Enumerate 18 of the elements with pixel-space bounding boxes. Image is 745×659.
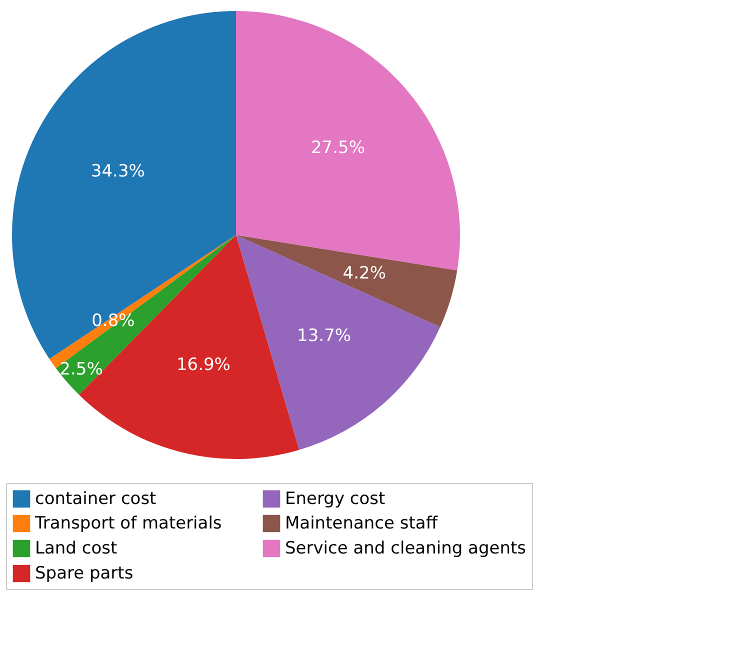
pie-slice xyxy=(236,235,458,327)
legend-label: Energy cost xyxy=(285,488,386,509)
pie-slice xyxy=(12,11,236,359)
data-label: 27.5% xyxy=(310,138,365,158)
data-label: 13.7% xyxy=(297,326,352,346)
legend-label: Spare parts xyxy=(35,564,134,584)
pie-slice xyxy=(56,235,236,395)
legend-label: Transport of materials xyxy=(34,514,222,534)
legend-label: Service and cleaning agents xyxy=(285,538,526,558)
pie-slice xyxy=(236,235,440,450)
legend-label: container cost xyxy=(35,488,157,509)
legend-label: Maintenance staff xyxy=(285,514,439,534)
data-label: 4.2% xyxy=(342,263,386,284)
data-label: 34.3% xyxy=(90,162,145,182)
legend-label: Land cost xyxy=(35,538,118,558)
data-label: 16.9% xyxy=(176,354,230,375)
data-label: 0.8% xyxy=(92,311,135,332)
data-label: 2.5% xyxy=(60,359,103,380)
